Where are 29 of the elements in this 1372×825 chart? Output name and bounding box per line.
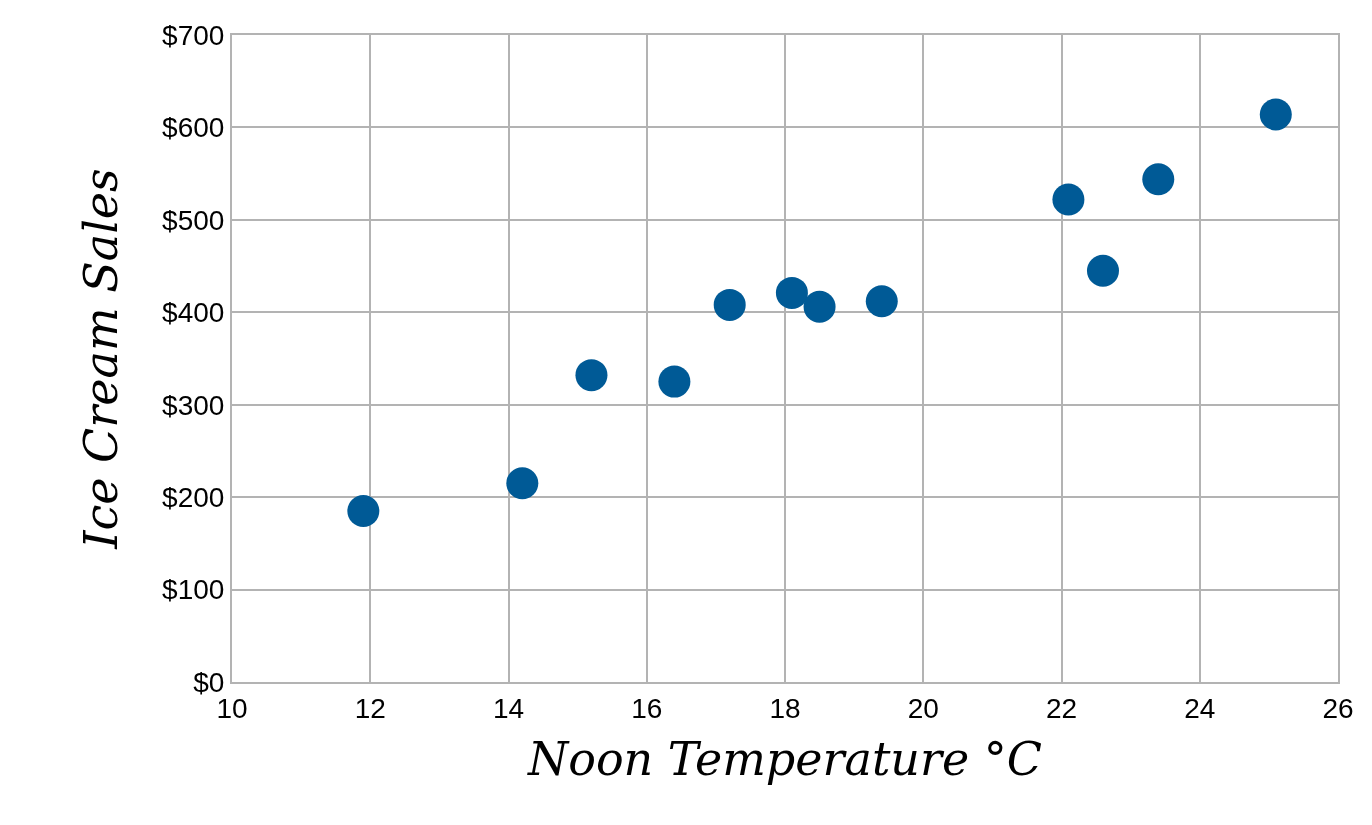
y-axis-title: Ice Cream Sales (74, 168, 128, 550)
x-tick-label: 18 (769, 692, 801, 724)
point (1142, 163, 1175, 196)
y-tick-label: $300 (162, 389, 225, 421)
point (575, 359, 608, 392)
point (865, 285, 898, 318)
x-tick-label: 12 (354, 692, 386, 724)
y-tick-label: $700 (162, 19, 225, 51)
point (506, 467, 539, 500)
y-tick-label: $600 (162, 112, 225, 144)
x-tick-label: 14 (492, 692, 525, 724)
point (803, 290, 836, 323)
point (347, 495, 380, 527)
y-tick-label: $100 (162, 574, 225, 606)
x-tick-label: 16 (631, 692, 663, 724)
x-axis-title: Noon Temperature °C (526, 731, 1043, 786)
point (713, 288, 746, 321)
point (1052, 183, 1085, 216)
y-tick-label: $200 (162, 481, 225, 513)
point (1259, 98, 1292, 131)
point (658, 365, 691, 398)
point (1086, 254, 1119, 287)
y-tick-label: $500 (162, 204, 225, 236)
x-tick-label: 26 (1322, 692, 1354, 724)
y-tick-label: $400 (162, 297, 225, 329)
point (775, 276, 808, 309)
x-tick-label: 24 (1184, 692, 1216, 724)
x-tick-label: 22 (1045, 692, 1078, 724)
x-tick-label: 20 (907, 692, 939, 724)
